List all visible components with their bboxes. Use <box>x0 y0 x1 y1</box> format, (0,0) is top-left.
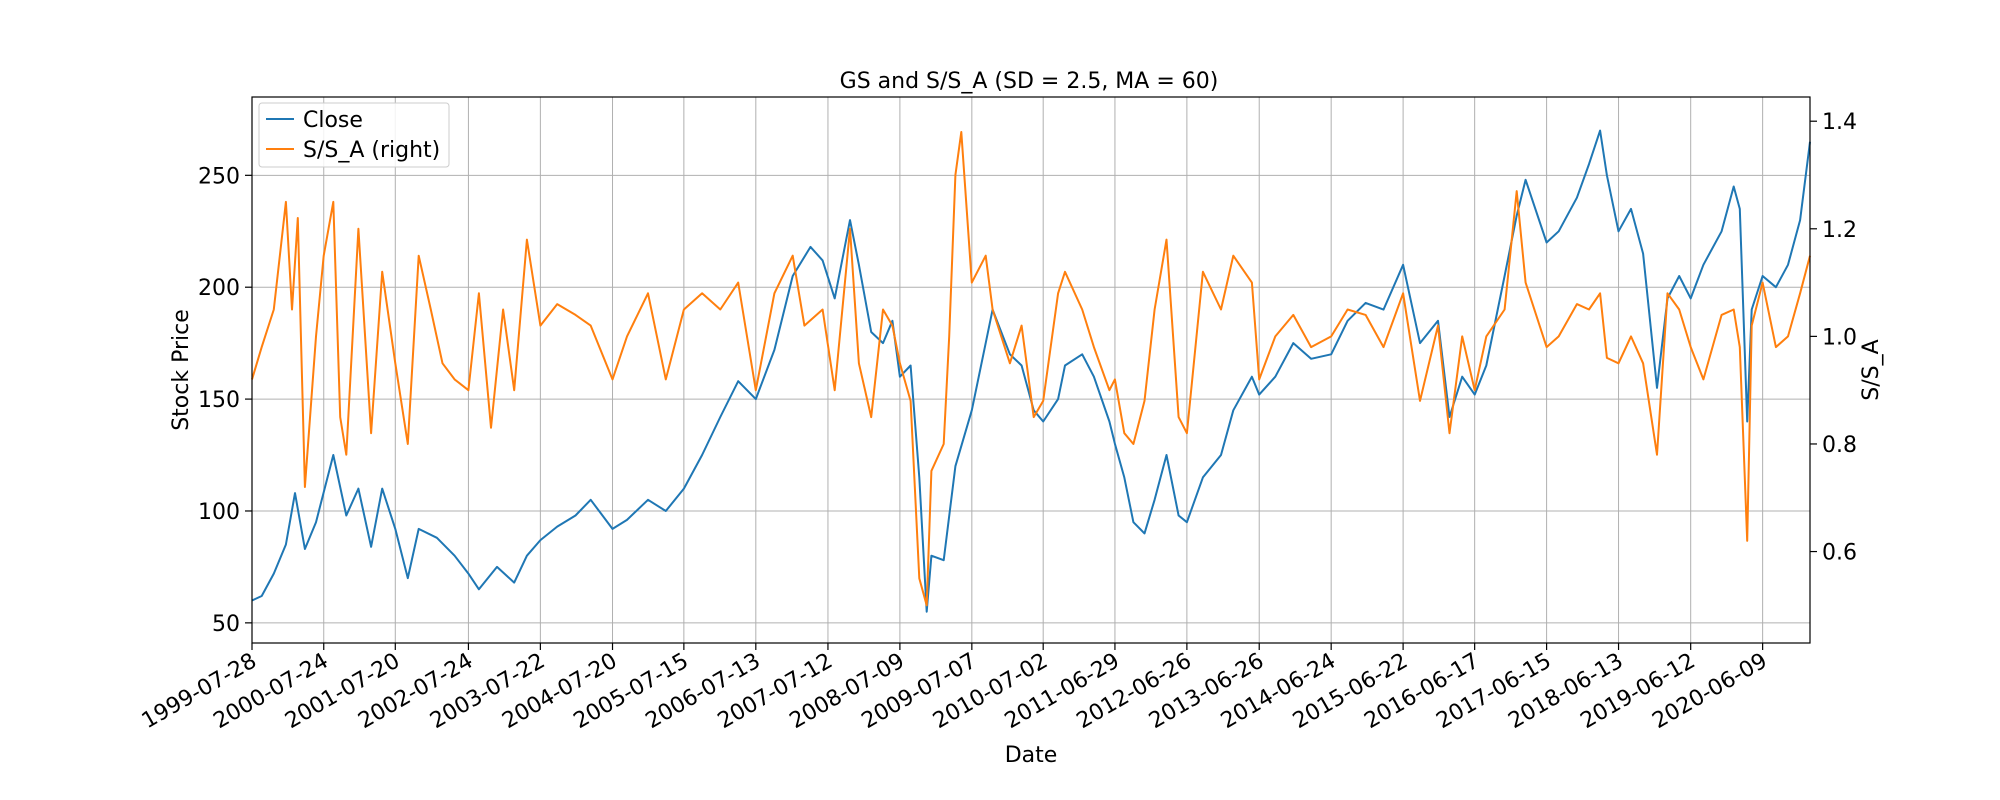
y-right-tick-label: 1.2 <box>1822 218 1857 243</box>
x-axis-label: Date <box>1005 743 1058 768</box>
legend-label-ss-a: S/S_A (right) <box>303 138 440 163</box>
y-right-tick-label: 1.4 <box>1822 110 1857 135</box>
series-line-close <box>251 129 1811 613</box>
legend: Close S/S_A (right) <box>258 102 450 168</box>
series-line-ss-a <box>251 131 1811 607</box>
y-right-axis-label: S/S_A <box>1859 339 1884 400</box>
y-right-tick-label: 0.8 <box>1822 433 1857 458</box>
y-right-axis-ticks: 0.6 0.8 1.0 1.2 1.4 <box>1810 110 1857 566</box>
legend-label-close: Close <box>303 108 363 133</box>
series-layer <box>251 129 1811 613</box>
y-right-tick-label: 0.6 <box>1822 541 1857 566</box>
y-axis-ticks: 50 100 150 200 250 <box>198 164 252 637</box>
chart-title: GS and S/S_A (SD = 2.5, MA = 60) <box>840 69 1219 94</box>
y-tick-label: 250 <box>198 164 240 189</box>
y-axis-label: Stock Price <box>169 309 194 431</box>
y-tick-label: 50 <box>212 612 240 637</box>
y-tick-label: 200 <box>198 276 240 301</box>
y-tick-label: 100 <box>198 500 240 525</box>
y-right-tick-label: 1.0 <box>1822 325 1857 350</box>
y-tick-label: 150 <box>198 388 240 413</box>
x-axis-ticks: 1999-07-282000-07-242001-07-202002-07-24… <box>138 643 1772 734</box>
plot-frame <box>251 96 1811 644</box>
legend-box <box>258 102 450 168</box>
